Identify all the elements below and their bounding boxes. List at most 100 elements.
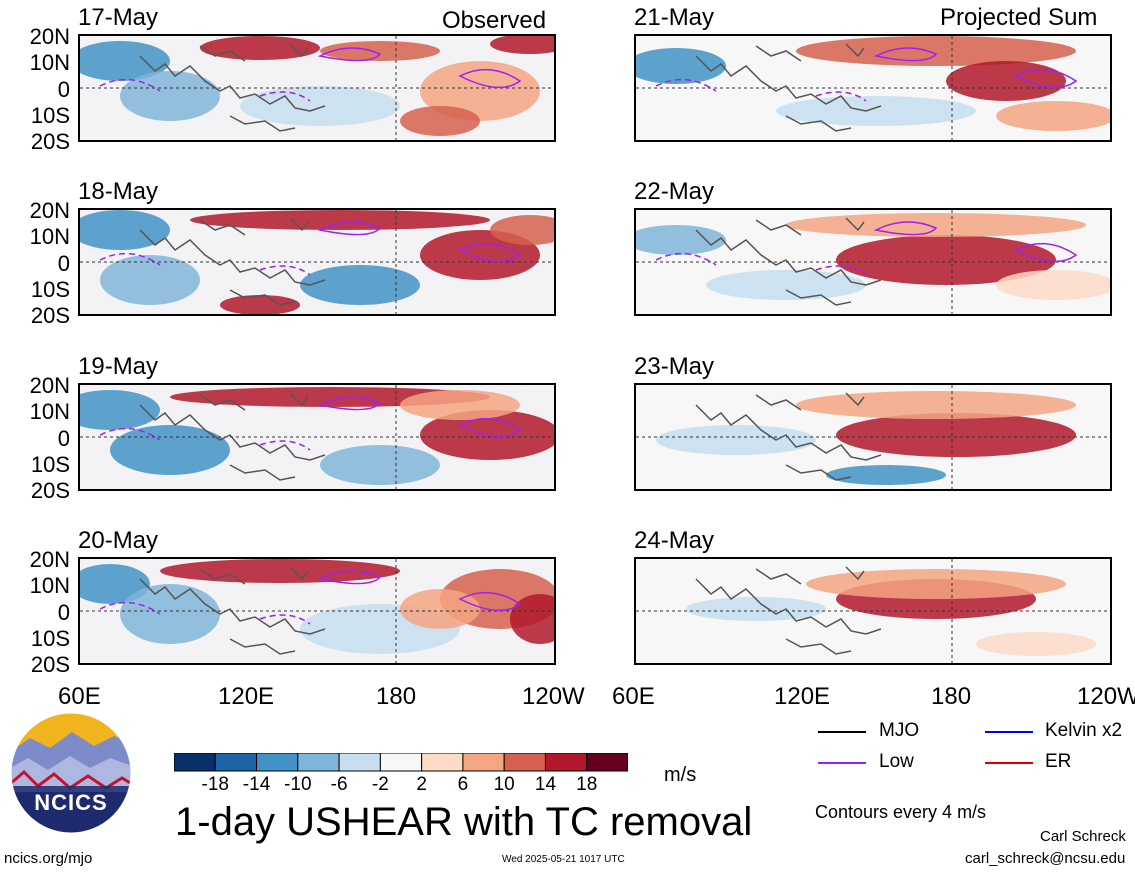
shear-anomaly-region (320, 445, 440, 485)
shear-anomaly-region (80, 41, 170, 81)
logo-text: NCICS (34, 790, 108, 815)
colorbar-swatch (544, 752, 588, 772)
coastline (695, 43, 882, 132)
coastline (139, 392, 326, 481)
low-contour (317, 396, 522, 438)
low-contour-negative (99, 252, 311, 276)
lat-10n: 10N (29, 573, 70, 598)
lon-120e-right: 120E (774, 683, 831, 710)
figure-title: 1-day USHEAR with TC removal (175, 800, 753, 844)
low-contour (317, 47, 522, 89)
contours-note: Contours every 4 m/s (815, 802, 987, 822)
shear-anomaly-region (976, 632, 1096, 656)
shear-anomaly-region (636, 225, 726, 255)
colorbar-swatch (503, 752, 546, 772)
map-panel-projected-1 (634, 34, 1112, 142)
shear-anomaly-region (490, 215, 554, 245)
projected-date-2: 22-May (634, 178, 715, 205)
projected-label: Projected Sum (940, 4, 1098, 31)
shear-anomaly-region (220, 295, 300, 314)
author-email[interactable]: carl_schreck@ncsu.edu (965, 850, 1126, 867)
lat-20s: 20S (30, 303, 70, 328)
colorbar-swatch (256, 752, 299, 772)
lat-10s: 10S (30, 103, 70, 128)
low-contour (317, 570, 522, 612)
ncics-logo: NCICS (10, 712, 132, 834)
shear-anomaly-region (686, 597, 826, 621)
shear-anomaly-region (190, 210, 490, 230)
lon-180-right: 180 (931, 683, 972, 710)
map-panel-observed-2 (78, 208, 556, 316)
colorbar-swatch (379, 752, 423, 772)
legend-line-mjo (818, 731, 866, 733)
coastline (139, 43, 326, 132)
colorbar-swatch (297, 752, 340, 772)
low-contour-negative (655, 78, 867, 102)
author-name: Carl Schreck (1040, 828, 1126, 845)
lat-10n: 10N (29, 50, 70, 75)
shear-anomaly-region (160, 559, 400, 583)
shear-anomaly-region (796, 36, 1076, 66)
legend-line-kelvin (985, 731, 1033, 733)
projected-date-3: 23-May (634, 353, 715, 380)
colorbar-tick-label: 2 (416, 774, 427, 795)
lon-120e-left: 120E (218, 683, 275, 710)
coastline (139, 566, 326, 655)
colorbar-tick-label: -2 (371, 774, 389, 795)
colorbar-swatches (173, 752, 629, 772)
shear-anomaly-region (826, 465, 946, 485)
lat-10n: 10N (29, 399, 70, 424)
lat-20s: 20S (30, 478, 70, 503)
map-panel-projected-2 (634, 208, 1112, 316)
shear-anomaly-region (776, 96, 976, 126)
colorbar-swatch (338, 752, 381, 772)
lon-180-left: 180 (376, 683, 417, 710)
colorbar (173, 752, 629, 778)
legend-label-low: Low (879, 751, 914, 772)
coastline (139, 217, 326, 306)
lon-120w-right: 120W (1077, 683, 1135, 710)
colorbar-tick-label: 18 (576, 774, 598, 795)
shear-anomaly-region (656, 425, 816, 455)
observed-date-4: 20-May (78, 527, 159, 554)
shear-anomaly-region (240, 86, 400, 126)
observed-label: Observed (442, 7, 547, 34)
coastline (695, 217, 882, 306)
shear-anomaly-region (706, 270, 866, 300)
low-contour (873, 221, 1078, 263)
colorbar-units: m/s (664, 764, 697, 786)
colorbar-tick-label: -10 (284, 774, 312, 795)
shear-anomaly-region (510, 594, 554, 644)
shear-anomaly-region (80, 210, 170, 250)
shear-anomaly-region (836, 235, 1056, 285)
lat-20s: 20S (30, 652, 70, 677)
low-contour (873, 47, 1078, 89)
colorbar-swatch (586, 752, 629, 772)
lat-0: 0 (57, 251, 70, 276)
low-contour-negative (99, 78, 311, 102)
coastline (695, 566, 882, 655)
map-field (636, 559, 1110, 663)
shear-anomaly-region (400, 390, 520, 420)
lat-10s: 10S (30, 277, 70, 302)
shear-anomaly-region (100, 255, 200, 305)
colorbar-tick-label: 10 (493, 774, 515, 795)
map-panel-projected-4 (634, 557, 1112, 665)
shear-anomaly-region (796, 391, 1076, 419)
colorbar-tick-label: -6 (330, 774, 348, 795)
coastline (695, 392, 882, 481)
lat-0: 0 (57, 426, 70, 451)
lon-120w-left: 120W (522, 683, 585, 710)
lat-0: 0 (57, 600, 70, 625)
projected-date-1: 21-May (634, 4, 715, 31)
low-contour-negative (655, 252, 867, 276)
map-field (80, 385, 554, 489)
website-link[interactable]: ncics.org/mjo (4, 850, 93, 867)
low-contour-negative (99, 427, 311, 451)
colorbar-swatch (214, 752, 258, 772)
shear-anomaly-region (120, 71, 220, 121)
map-panel-observed-1 (78, 34, 556, 142)
observed-date-1: 17-May (78, 4, 159, 31)
colorbar-swatch (173, 752, 216, 772)
legend-label-er: ER (1045, 751, 1072, 772)
